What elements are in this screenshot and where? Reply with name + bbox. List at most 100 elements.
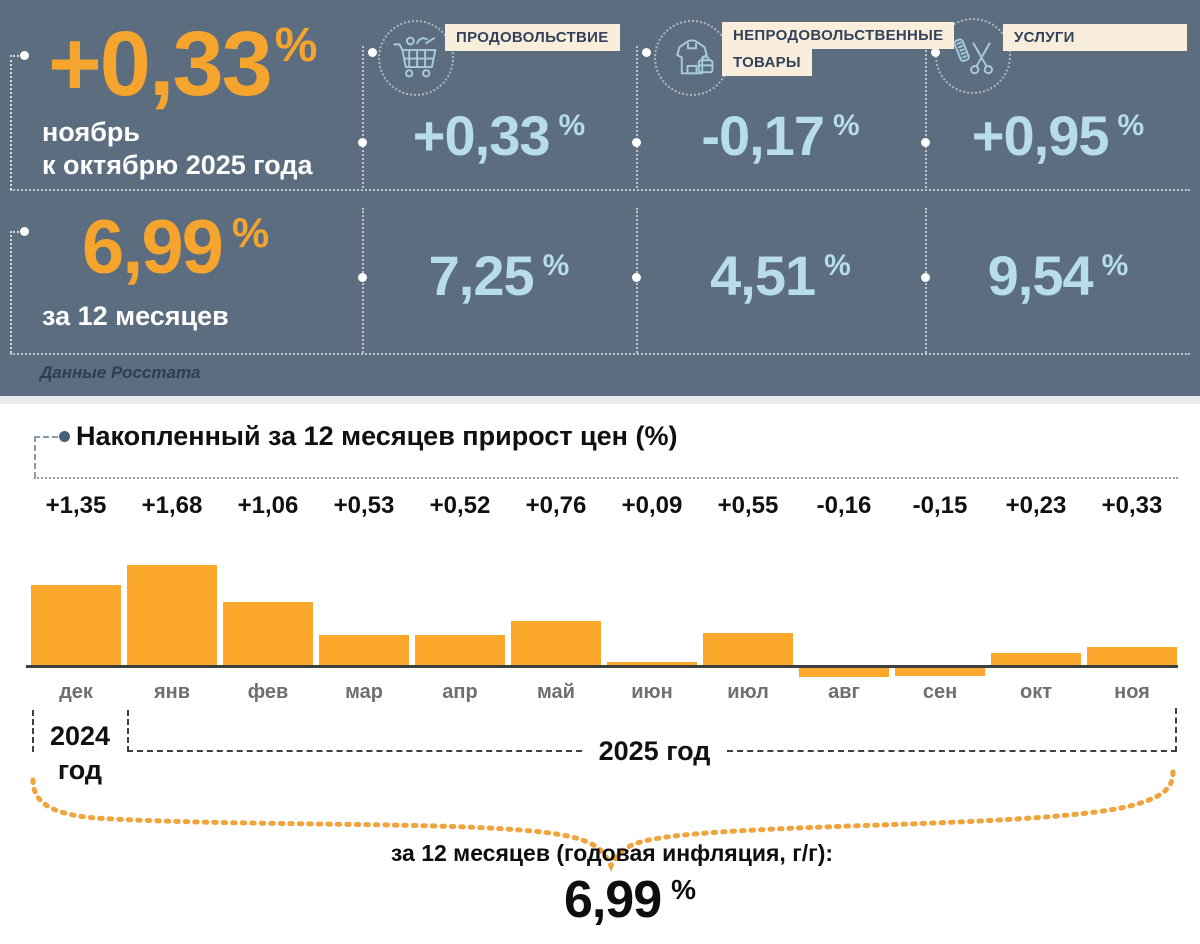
- bar-фев: [223, 602, 313, 667]
- percent-sign: %: [231, 209, 270, 256]
- bar-slot: [412, 527, 508, 679]
- month-label: ноя: [1114, 681, 1150, 703]
- x-axis-line: [26, 665, 1178, 668]
- bar-май: [511, 620, 601, 667]
- column-divider: [362, 46, 364, 188]
- bar-янв: [127, 564, 217, 667]
- label-line: НЕПРОДОВОЛЬСТВЕННЫЕ: [722, 22, 955, 49]
- brace-curve: [30, 769, 1176, 872]
- dot-marker: [368, 48, 377, 57]
- column-divider: [925, 46, 927, 188]
- percent-sign: %: [1117, 109, 1145, 142]
- month-label: фев: [247, 681, 289, 703]
- bar-slot: [124, 527, 220, 679]
- title-dash: [34, 436, 36, 478]
- bar-slot: [892, 527, 988, 679]
- label-line: ТОВАРЫ: [722, 49, 812, 76]
- monthly-label-line2: к октябрю 2025 года: [42, 150, 313, 180]
- headline-monthly-value: +0,33%: [48, 18, 317, 110]
- bar-value-label: +0,33: [1101, 492, 1163, 519]
- bar-сен: [895, 667, 985, 677]
- scissors-comb-icon: [935, 18, 1011, 94]
- bar-slot: [316, 527, 412, 679]
- bar-авг: [799, 667, 889, 677]
- food-monthly-value: +0,33%: [412, 104, 586, 167]
- food-annual-value: 7,25%: [428, 244, 570, 307]
- nonfood-monthly-value: -0,17%: [701, 104, 860, 167]
- year-dashed-line: [727, 750, 1177, 752]
- percent-sign: %: [1101, 249, 1129, 282]
- percent-sign: %: [274, 19, 318, 72]
- dot-marker: [358, 273, 367, 282]
- bar-series: [28, 527, 1180, 679]
- chart-title: Накопленный за 12 месяцев прирост цен (%…: [76, 421, 678, 451]
- month-labels: дек янв фев мар апр май июн июл авг сен окт ноя: [28, 681, 1180, 704]
- bar-slot: [220, 527, 316, 679]
- monthly-label-line1: ноябрь: [42, 117, 140, 147]
- bar-value-label: +0,55: [717, 492, 779, 519]
- month-label: апр: [442, 681, 478, 703]
- nonfood-annual-value: 4,51%: [710, 244, 851, 307]
- dot-marker: [20, 51, 29, 60]
- dot-marker: [20, 227, 29, 236]
- bar-ноя: [1087, 646, 1177, 667]
- bar-value-label: +1,06: [237, 492, 299, 519]
- percent-sign: %: [824, 249, 851, 282]
- bar-value-label: +1,68: [141, 492, 203, 519]
- percent-sign: %: [542, 249, 570, 282]
- year-dashed-line: [127, 750, 582, 752]
- bar-slot: [28, 527, 124, 679]
- bar-окт: [991, 652, 1081, 667]
- dot-marker: [358, 138, 367, 147]
- year-tick: [127, 710, 129, 752]
- dot-marker: [921, 273, 930, 282]
- year-tick: [1175, 708, 1177, 752]
- headline-annual-label: за 12 месяцев: [42, 301, 229, 331]
- label-line: ПРОДОВОЛЬСТВИЕ: [445, 24, 620, 51]
- month-label: сен: [922, 681, 958, 703]
- bar-июн: [607, 661, 697, 667]
- category-nonfood: НЕПРОДОВОЛЬСТВЕННЫЕ ТОВАРЫ -0,17% 4,51%: [636, 0, 955, 396]
- bar-value-label: -0,16: [816, 492, 872, 519]
- month-label: мар: [345, 681, 383, 703]
- year-2025-label: 2025 год: [598, 736, 711, 766]
- bar-value-label: +0,09: [621, 492, 683, 519]
- bar-мар: [319, 634, 409, 667]
- annual-inflation-value: 6,99%: [563, 871, 697, 929]
- bar-slot: [988, 527, 1084, 679]
- bar-апр: [415, 635, 505, 667]
- panel-divider-strip: [0, 396, 1200, 404]
- bar-value-label: +0,53: [333, 492, 395, 519]
- month-label: дек: [59, 681, 93, 703]
- bar-slot: [700, 527, 796, 679]
- dot-marker: [632, 138, 641, 147]
- category-services: УСЛУГИ +0,95% 9,54%: [925, 0, 1191, 396]
- chart-top-dotted-line: [34, 477, 1178, 479]
- month-label: янв: [153, 681, 191, 703]
- title-dash: [34, 436, 58, 438]
- headline-annual-value: 6,99%: [82, 210, 269, 286]
- clothing-bag-icon: [654, 20, 730, 96]
- annual-inflation-label: за 12 месяцев (годовая инфляция, г/г):: [390, 840, 834, 866]
- bar-slot: [508, 527, 604, 679]
- dot-marker: [642, 48, 651, 57]
- title-bullet-icon: [59, 431, 70, 442]
- bar-дек: [31, 584, 121, 667]
- percent-sign: %: [558, 109, 586, 142]
- summary-panel: +0,33% ноябрь к октябрю 2025 года 6,99% …: [0, 0, 1200, 396]
- month-label: окт: [1019, 681, 1053, 703]
- percent-sign: %: [832, 109, 860, 142]
- row-divider: [10, 189, 1190, 191]
- bar-slot: [1084, 527, 1180, 679]
- category-services-label: УСЛУГИ: [1003, 24, 1187, 51]
- bar-value-label: -0,15: [912, 492, 968, 519]
- label-line: УСЛУГИ: [1003, 24, 1187, 51]
- category-nonfood-label: НЕПРОДОВОЛЬСТВЕННЫЕ ТОВАРЫ: [722, 22, 955, 76]
- column-divider: [636, 46, 638, 188]
- dot-marker: [632, 273, 641, 282]
- month-label: май: [537, 681, 575, 703]
- category-food: ПРОДОВОЛЬСТВИЕ +0,33% 7,25%: [362, 0, 636, 396]
- month-label: авг: [828, 681, 860, 703]
- panel-bottom-divider: [10, 353, 1190, 355]
